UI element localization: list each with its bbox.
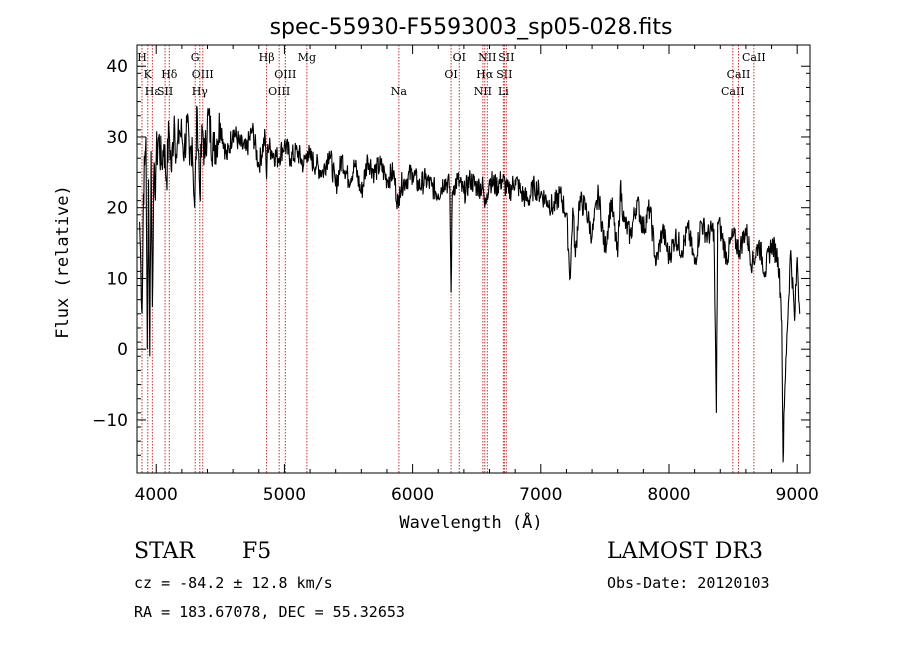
y-tick-label: 0 [117,340,128,360]
line-marker-label: NII [474,85,492,98]
series-group [139,105,801,463]
y-tick-label: 40 [106,57,128,77]
x-tick-label: 9000 [776,485,819,505]
line-marker-label: SII [157,85,173,98]
x-tick-label: 7000 [519,485,562,505]
line-marker-label: Hβ [259,51,275,64]
x-tick-label: 6000 [391,485,434,505]
line-marker-label: CaII [727,68,751,81]
line-marker-label: Hδ [161,68,178,81]
x-tick-label: 8000 [647,485,690,505]
line-marker-label: OIII [274,68,296,81]
line-marker-label: CaII [721,85,745,98]
object-subclass: F5 [242,539,272,564]
line-marker-label: Na [391,85,408,98]
line-marker-label: Hγ [192,85,209,98]
y-tick-label: −10 [92,411,128,431]
line-marker-label: OIII [192,68,214,81]
x-tick-label: 5000 [263,485,306,505]
survey-name: LAMOST DR3 [607,539,763,564]
chart-title: spec-55930-F5593003_sp05-028.fits [270,15,673,40]
series-line [139,105,801,463]
x-axis: 4000 5000 6000 7000 8000 9000 [135,45,819,505]
line-marker-label: SII [498,51,514,64]
line-marker-label: Mg [298,51,316,64]
y-tick-label: 30 [106,128,128,148]
line-marker-label: H [137,51,147,64]
line-marker-label: Li [498,85,509,98]
line-marker-label: K [144,68,153,81]
y-axis: −10 0 10 20 30 40 [92,57,810,456]
line-marker-label: Hε [145,85,161,98]
line-marker-label: CaII [742,51,766,64]
plot-frame [136,44,811,474]
redshift-value: cz = -84.2 ± 12.8 km/s [134,574,333,592]
x-axis-label: Wavelength (Å) [399,511,542,533]
line-marker-label: OI [453,51,466,64]
line-markers: HKHεSIIHδGOIIIHγHβOIIIOIIIMgNaOIOINIINII… [137,45,766,473]
x-tick-label: 4000 [135,485,178,505]
line-marker-label: OIII [268,85,290,98]
line-marker-label: NII [478,51,496,64]
line-marker-label: Hα [476,68,494,81]
y-axis-label: Flux (relative) [53,185,73,339]
line-marker-label: SII [496,68,512,81]
line-marker-label: OI [444,68,457,81]
line-marker-label: G [191,51,200,64]
object-class: STAR [134,539,195,564]
spectrum-chart: spec-55930-F5593003_sp05-028.fits HKHεSI… [53,15,819,533]
coordinates: RA = 183.67078, DEC = 55.32653 [134,603,405,621]
observation-date: Obs-Date: 20120103 [607,574,770,592]
y-tick-label: 20 [106,199,128,219]
y-tick-label: 10 [106,269,128,289]
